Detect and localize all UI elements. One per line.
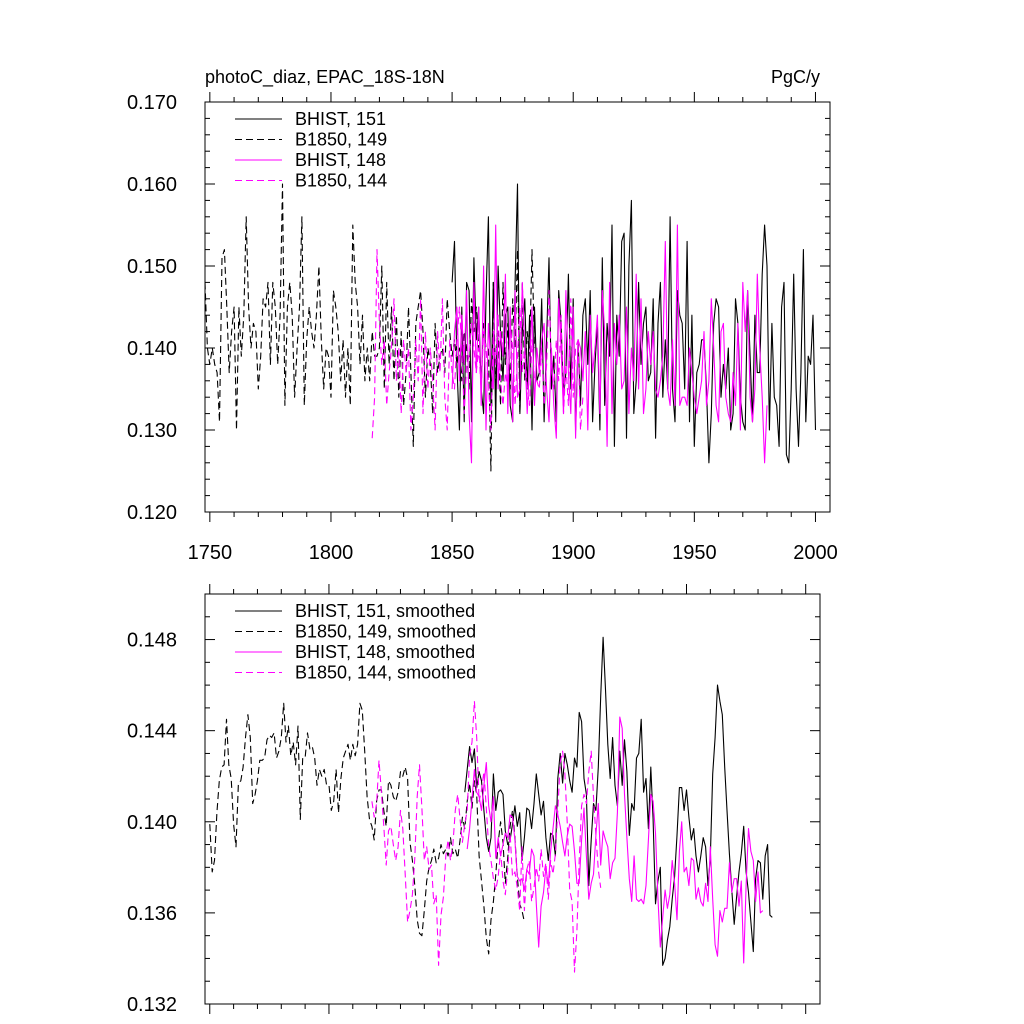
x-tick-label: 1800	[309, 542, 354, 564]
x-tick-label: 2000	[793, 542, 838, 564]
legend-label: B1850, 144, smoothed	[295, 663, 476, 683]
legend-label: BHIST, 151	[295, 109, 386, 129]
top-panel: photoC_diaz, EPAC_18S-18N PgC/y 0.1200.1…	[127, 67, 838, 564]
plot-frame	[204, 101, 831, 513]
y-tick-label: 0.148	[127, 630, 177, 652]
bottom-panel: 0.132 0.136 0.140 0.144 0.148 BHIST, 151, smo…	[127, 584, 821, 1016]
series-line-b1850-149-smoothed	[209, 702, 525, 955]
legend-label: B1850, 149, smoothed	[295, 622, 476, 642]
series-line-b1850-144	[371, 249, 584, 439]
top-title-left: photoC_diaz, EPAC_18S-18N	[205, 67, 445, 88]
y-tick-label: 0.120	[127, 502, 177, 524]
series-group	[205, 183, 817, 472]
y-tick-label: 0.130	[127, 420, 177, 442]
y-tick-label: 0.140	[127, 812, 177, 834]
series-line-bhist-151-smoothed	[464, 636, 773, 966]
legend-label: BHIST, 151, smoothed	[295, 601, 475, 621]
series-line-bhist-148	[451, 224, 768, 464]
y-tick-label: 0.136	[127, 903, 177, 925]
series-line-bhist-148-smoothed	[466, 716, 764, 964]
series-line-b1850-144-smoothed	[371, 700, 602, 973]
y-tick-label: 0.150	[127, 256, 177, 278]
y-tick-label: 0.160	[127, 174, 177, 196]
top-plot-area: 0.120 0.130 0.140 0.150 0.160 0.170 1750 1800 18…	[127, 92, 838, 564]
y-tick-label: 0.170	[127, 92, 177, 114]
top-title-right-units: PgC/y	[771, 67, 820, 87]
legend-label: BHIST, 148, smoothed	[295, 642, 475, 662]
legend-label: B1850, 149	[295, 130, 387, 150]
legend-label: BHIST, 148	[295, 150, 386, 170]
x-tick-label: 1900	[551, 542, 596, 564]
y-tick-label: 0.144	[127, 721, 177, 743]
legend-label: B1850, 144	[295, 171, 387, 191]
series-group	[209, 636, 773, 973]
x-tick-label: 1750	[188, 542, 233, 564]
y-tick-label: 0.140	[127, 338, 177, 360]
x-tick-label: 1950	[672, 542, 717, 564]
bottom-plot-area: 0.132 0.136 0.140 0.144 0.148 BHIST, 151, smo…	[127, 584, 821, 1016]
x-tick-label: 1850	[430, 542, 475, 564]
y-tick-label: 0.132	[127, 994, 177, 1016]
